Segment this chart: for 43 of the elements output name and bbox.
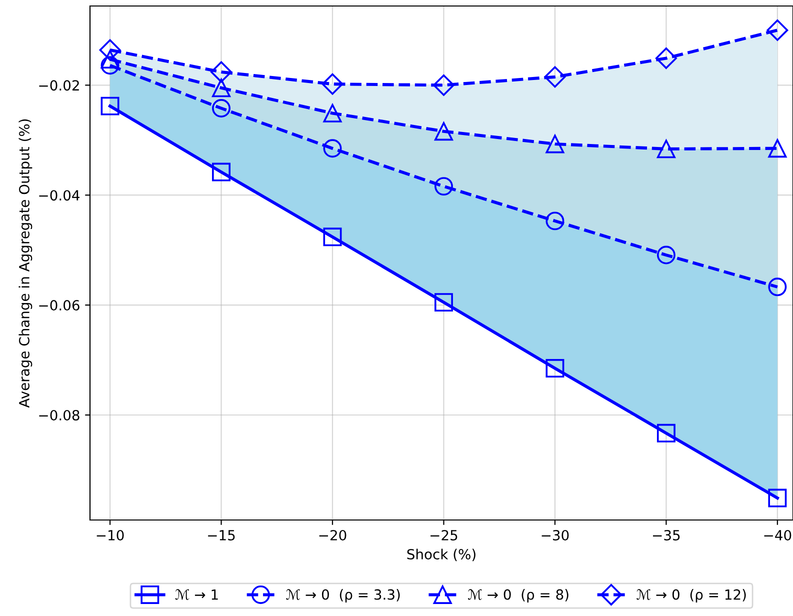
x-tick-label: −35 <box>653 530 680 540</box>
y-tick-label: −0.08 <box>39 410 80 420</box>
point <box>212 78 230 98</box>
point <box>99 39 121 61</box>
point <box>323 139 342 158</box>
y-tick-label: −0.06 <box>39 300 80 311</box>
point <box>656 140 676 158</box>
y-tick-label: −0.02 <box>39 80 79 91</box>
point <box>546 359 564 378</box>
legend-label: ℳ → 0 (ρ = 12) <box>636 589 746 602</box>
point <box>544 66 566 88</box>
point <box>656 246 676 264</box>
point <box>434 177 453 196</box>
point <box>100 96 120 116</box>
point <box>546 212 564 230</box>
point <box>768 488 787 508</box>
point <box>655 48 677 69</box>
x-tick-label: −20 <box>319 530 346 540</box>
point <box>434 293 453 312</box>
point <box>766 19 788 41</box>
point <box>434 122 453 141</box>
x-tick-label: −40 <box>764 530 792 540</box>
point <box>546 134 564 154</box>
point <box>656 424 676 442</box>
point <box>323 228 342 246</box>
y-tick-label: −0.04 <box>39 190 80 201</box>
point <box>212 99 230 118</box>
point <box>212 162 230 182</box>
point <box>322 73 344 95</box>
x-tick-label: −25 <box>430 530 458 540</box>
x-tick-label: −15 <box>208 530 235 540</box>
x-tick-label: −10 <box>96 530 124 540</box>
x-axis-title: Shock (%) <box>407 548 476 562</box>
legend-label: ℳ → 1 <box>175 589 218 600</box>
point <box>768 278 787 296</box>
point <box>210 61 232 83</box>
x-tick-label: −30 <box>542 530 569 540</box>
legend-label: ℳ → 0 (ρ = 3.3) <box>286 589 400 602</box>
legend-label: ℳ → 0 (ρ = 8) <box>468 589 568 602</box>
point <box>768 139 787 158</box>
y-axis-title: Average Change in Aggregate Output (%) <box>18 119 32 408</box>
point <box>323 104 342 122</box>
point <box>433 74 454 96</box>
